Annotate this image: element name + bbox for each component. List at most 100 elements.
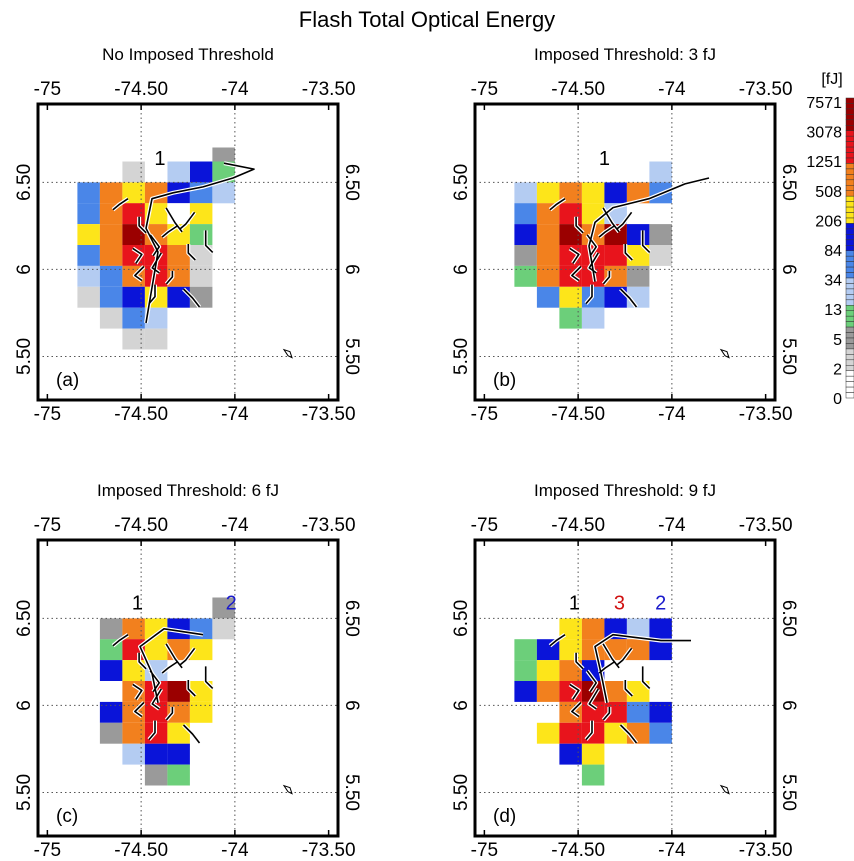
heatmap-cell: [649, 639, 672, 661]
panel-a: No Imposed Threshold -75 -75 -74.50 -74.50 -7…: [14, 45, 362, 425]
panel-frame: [473, 102, 777, 402]
colorbar-segment: [845, 168, 854, 175]
x-tick-label-bottom: -73.50: [739, 840, 793, 861]
colorbar-segment: [845, 310, 854, 317]
heatmap-cell: [514, 203, 537, 225]
heatmap-cell: [189, 639, 213, 661]
heatmap-cell: [626, 265, 650, 287]
colorbar-segment: [845, 152, 854, 159]
y-tick-label-left: 5.50: [14, 338, 35, 375]
colorbar-segment: [845, 266, 854, 273]
heatmap-cell: [559, 203, 582, 225]
y-tick-label-right: 6.50: [778, 164, 799, 201]
colorbar-tick-label: 508: [815, 184, 842, 201]
lightning-path: [549, 177, 710, 308]
colorbar-segment: [845, 217, 854, 224]
colorbar-segment: [845, 163, 854, 170]
x-tick-label-bottom: -73.50: [739, 404, 793, 425]
coastline-outline: [282, 784, 293, 795]
heatmap-cell: [514, 660, 537, 681]
x-tick-label-bottom: -74: [221, 404, 249, 425]
colorbar-segment: [845, 354, 854, 361]
flash-label: 1: [132, 593, 143, 615]
colorbar-tick-label: 2: [833, 361, 842, 378]
heatmap-cell: [122, 618, 145, 640]
heatmap-cell: [77, 286, 100, 308]
heatmap-cell: [144, 639, 168, 661]
x-tick-label-top: -74.50: [114, 79, 168, 100]
flash-label: 3: [614, 593, 625, 615]
panels-group: No Imposed Threshold -75 -75 -74.50 -74.50 -7…: [14, 45, 799, 861]
heatmap-cell: [649, 618, 672, 640]
colorbar-segment: [845, 277, 854, 284]
colorbar-segment: [845, 261, 854, 268]
heatmap-cell: [144, 618, 168, 640]
heatmap-cell: [167, 681, 190, 702]
colorbar-segment: [845, 288, 854, 295]
x-tick-label-top: -73.50: [739, 515, 793, 536]
colorbar-tick-label: 84: [824, 243, 842, 260]
heatmap-cell: [99, 722, 123, 744]
coastline-outline: [719, 348, 730, 359]
lightning-path: [549, 633, 691, 744]
x-tick-label-bottom: -75: [34, 404, 61, 425]
heatmap-cell: [99, 286, 123, 308]
heatmap-cell: [144, 764, 168, 786]
x-tick-label-top: -73.50: [302, 515, 356, 536]
x-tick-label-bottom: -73.50: [302, 840, 356, 861]
lightning-path: [112, 628, 214, 744]
heatmap-cell: [626, 618, 650, 640]
heatmap-cell: [167, 743, 190, 765]
colorbar-tick-label: 34: [824, 273, 842, 290]
heatmap-cell: [559, 618, 582, 640]
heatmap-cell: [144, 265, 168, 287]
colorbar-segment: [845, 190, 854, 197]
heatmap-cell: [604, 182, 627, 204]
heatmap-cell: [122, 660, 145, 681]
heatmap-cell: [122, 161, 145, 183]
colorbar-segment: [845, 185, 854, 191]
heatmap-cell: [536, 245, 560, 266]
heatmap-cell: [559, 224, 582, 245]
colorbar-tick-label: 206: [815, 213, 842, 230]
heatmap-cell: [189, 203, 213, 225]
colorbar-segment: [845, 130, 854, 137]
y-tick-label-left: 6.50: [451, 164, 472, 201]
y-tick-label-left: 6: [451, 264, 472, 275]
colorbar-segment: [845, 255, 854, 262]
x-tick-label-bottom: -74.50: [551, 840, 605, 861]
colorbar-segment: [845, 348, 854, 355]
heatmap-cell: [626, 224, 650, 245]
x-tick-label-bottom: -74.50: [114, 840, 168, 861]
heatmap-cell: [559, 743, 582, 765]
heatmap-cell: [514, 182, 537, 204]
heatmap-cell: [649, 224, 672, 245]
y-tick-label-right: 6.50: [341, 164, 362, 201]
x-tick-label-bottom: -74.50: [114, 404, 168, 425]
y-tick-label-right: 6.50: [778, 600, 799, 637]
heatmap-cell: [581, 743, 605, 765]
heatmap-cell: [77, 203, 100, 225]
x-tick-label-top: -73.50: [739, 79, 793, 100]
heatmap-cell: [536, 660, 560, 681]
heatmap-cell: [536, 681, 560, 702]
x-tick-label-top: -75: [471, 515, 498, 536]
coastline-outline: [282, 348, 293, 359]
heatmap-cell: [99, 701, 123, 723]
heatmap-cell: [559, 182, 582, 204]
heatmap-cell: [99, 245, 123, 266]
panel-letter: (c): [56, 806, 78, 827]
heatmap-cell: [536, 722, 560, 744]
colorbar-segment: [845, 299, 854, 306]
colorbar-segment: [845, 359, 854, 366]
x-tick-label-top: -73.50: [302, 79, 356, 100]
heatmap-cell: [189, 681, 213, 702]
colorbar-segment: [845, 381, 854, 388]
panel-title: No Imposed Threshold: [102, 45, 274, 64]
colorbar-segment: [845, 103, 854, 110]
flash-label: 1: [569, 593, 580, 615]
heatmap-cell: [536, 182, 560, 204]
colorbar-segment: [845, 179, 854, 186]
y-tick-label-left: 5.50: [451, 774, 472, 811]
heatmap-cell: [122, 203, 145, 225]
